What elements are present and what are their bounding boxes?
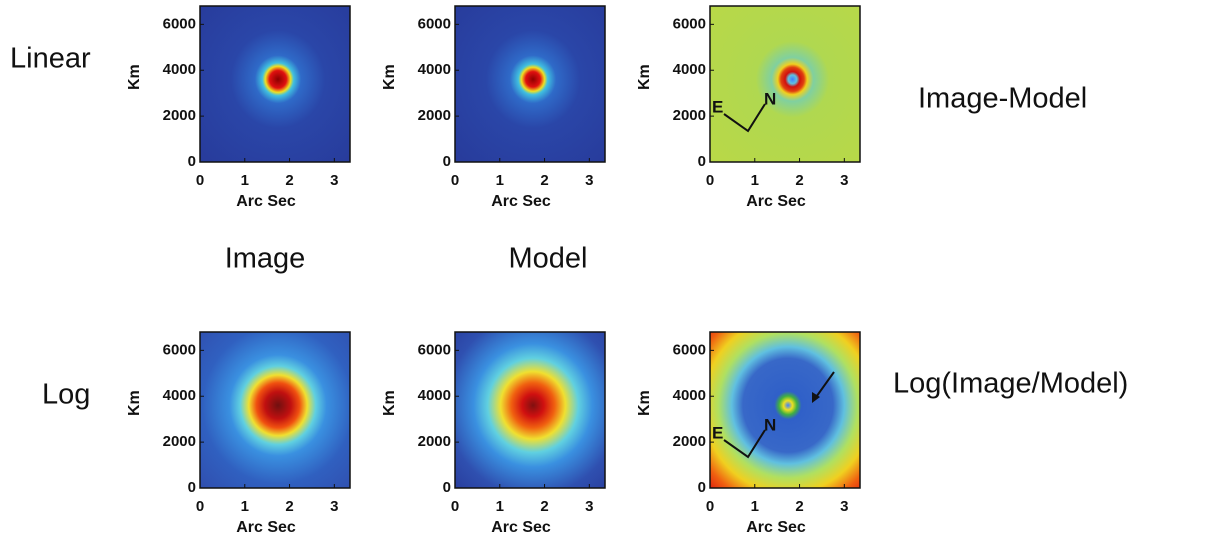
x-tick-label: 2	[795, 172, 803, 189]
annotation: E	[712, 97, 723, 116]
y-tick-label: 2000	[418, 107, 451, 124]
image	[710, 332, 860, 488]
y-tick-label: 0	[698, 479, 706, 496]
x-axis-label: Arc Sec	[746, 519, 806, 536]
frame	[709, 331, 861, 489]
y-tick-label: 0	[188, 153, 196, 170]
y-tick-label: 4000	[418, 387, 451, 404]
x-axis-label: Arc Sec	[491, 519, 551, 536]
side-label: Image-Model	[918, 83, 1087, 115]
image	[455, 332, 605, 488]
frame	[199, 5, 351, 163]
y-tick-label: 4000	[673, 61, 706, 78]
annotation: E	[712, 423, 723, 442]
y-tick-label: 2000	[673, 433, 706, 450]
column-label: Model	[509, 243, 588, 275]
y-tick-label: 2000	[163, 107, 196, 124]
x-tick-label: 2	[795, 498, 803, 515]
y-tick-label: 4000	[673, 387, 706, 404]
x-tick-label: 0	[196, 498, 204, 515]
y-tick-label: 0	[443, 153, 451, 170]
x-tick-label: 2	[285, 172, 293, 189]
y-axis-label: Km	[636, 390, 653, 416]
x-tick-label: 1	[751, 498, 759, 515]
x-axis-label: Arc Sec	[491, 193, 551, 210]
row-label: Linear	[10, 43, 91, 75]
y-tick-label: 0	[443, 479, 451, 496]
y-tick-label: 2000	[418, 433, 451, 450]
x-tick-label: 3	[585, 498, 593, 515]
y-tick-label: 4000	[418, 61, 451, 78]
frame	[709, 5, 861, 163]
x-axis-label: Arc Sec	[236, 193, 296, 210]
x-tick-label: 0	[706, 172, 714, 189]
x-tick-label: 1	[241, 498, 249, 515]
compass	[723, 429, 766, 459]
side-label: Log(Image/Model)	[893, 368, 1128, 400]
x-tick-label: 0	[706, 498, 714, 515]
x-tick-label: 1	[751, 172, 759, 189]
x-tick-label: 2	[285, 498, 293, 515]
x-tick-label: 3	[330, 172, 338, 189]
annotation: N	[764, 415, 776, 434]
y-tick-label: 4000	[163, 387, 196, 404]
y-axis-label: Km	[381, 390, 398, 416]
compass	[723, 103, 766, 133]
x-tick-label: 3	[330, 498, 338, 515]
x-tick-label: 1	[496, 172, 504, 189]
y-tick-label: 2000	[163, 433, 196, 450]
frame	[199, 331, 351, 489]
x-tick-label: 3	[840, 172, 848, 189]
row-label: Log	[42, 379, 90, 411]
y-axis-label: Km	[636, 64, 653, 90]
x-tick-label: 3	[585, 172, 593, 189]
y-tick-label: 0	[698, 153, 706, 170]
frame	[454, 5, 606, 163]
x-tick-label: 2	[540, 172, 548, 189]
image	[200, 6, 350, 162]
x-tick-label: 3	[840, 498, 848, 515]
annotation: N	[764, 89, 776, 108]
y-axis-label: Km	[126, 390, 143, 416]
x-axis-label: Arc Sec	[236, 519, 296, 536]
y-tick-label: 6000	[673, 341, 706, 358]
x-tick-label: 0	[196, 172, 204, 189]
image	[200, 332, 350, 488]
x-axis-label: Arc Sec	[746, 193, 806, 210]
y-tick-label: 6000	[418, 15, 451, 32]
y-tick-label: 6000	[673, 15, 706, 32]
arrow-head	[812, 392, 820, 403]
y-tick-label: 2000	[673, 107, 706, 124]
x-tick-label: 1	[241, 172, 249, 189]
y-tick-label: 6000	[418, 341, 451, 358]
x-tick-label: 0	[451, 498, 459, 515]
image	[710, 6, 860, 162]
x-tick-label: 1	[496, 498, 504, 515]
image	[455, 6, 605, 162]
y-axis-label: Km	[126, 64, 143, 90]
y-axis-label: Km	[381, 64, 398, 90]
y-tick-label: 6000	[163, 341, 196, 358]
y-tick-label: 4000	[163, 61, 196, 78]
x-tick-label: 2	[540, 498, 548, 515]
frame	[454, 331, 606, 489]
y-tick-label: 0	[188, 479, 196, 496]
y-tick-label: 6000	[163, 15, 196, 32]
column-label: Image	[225, 243, 306, 275]
x-tick-label: 0	[451, 172, 459, 189]
